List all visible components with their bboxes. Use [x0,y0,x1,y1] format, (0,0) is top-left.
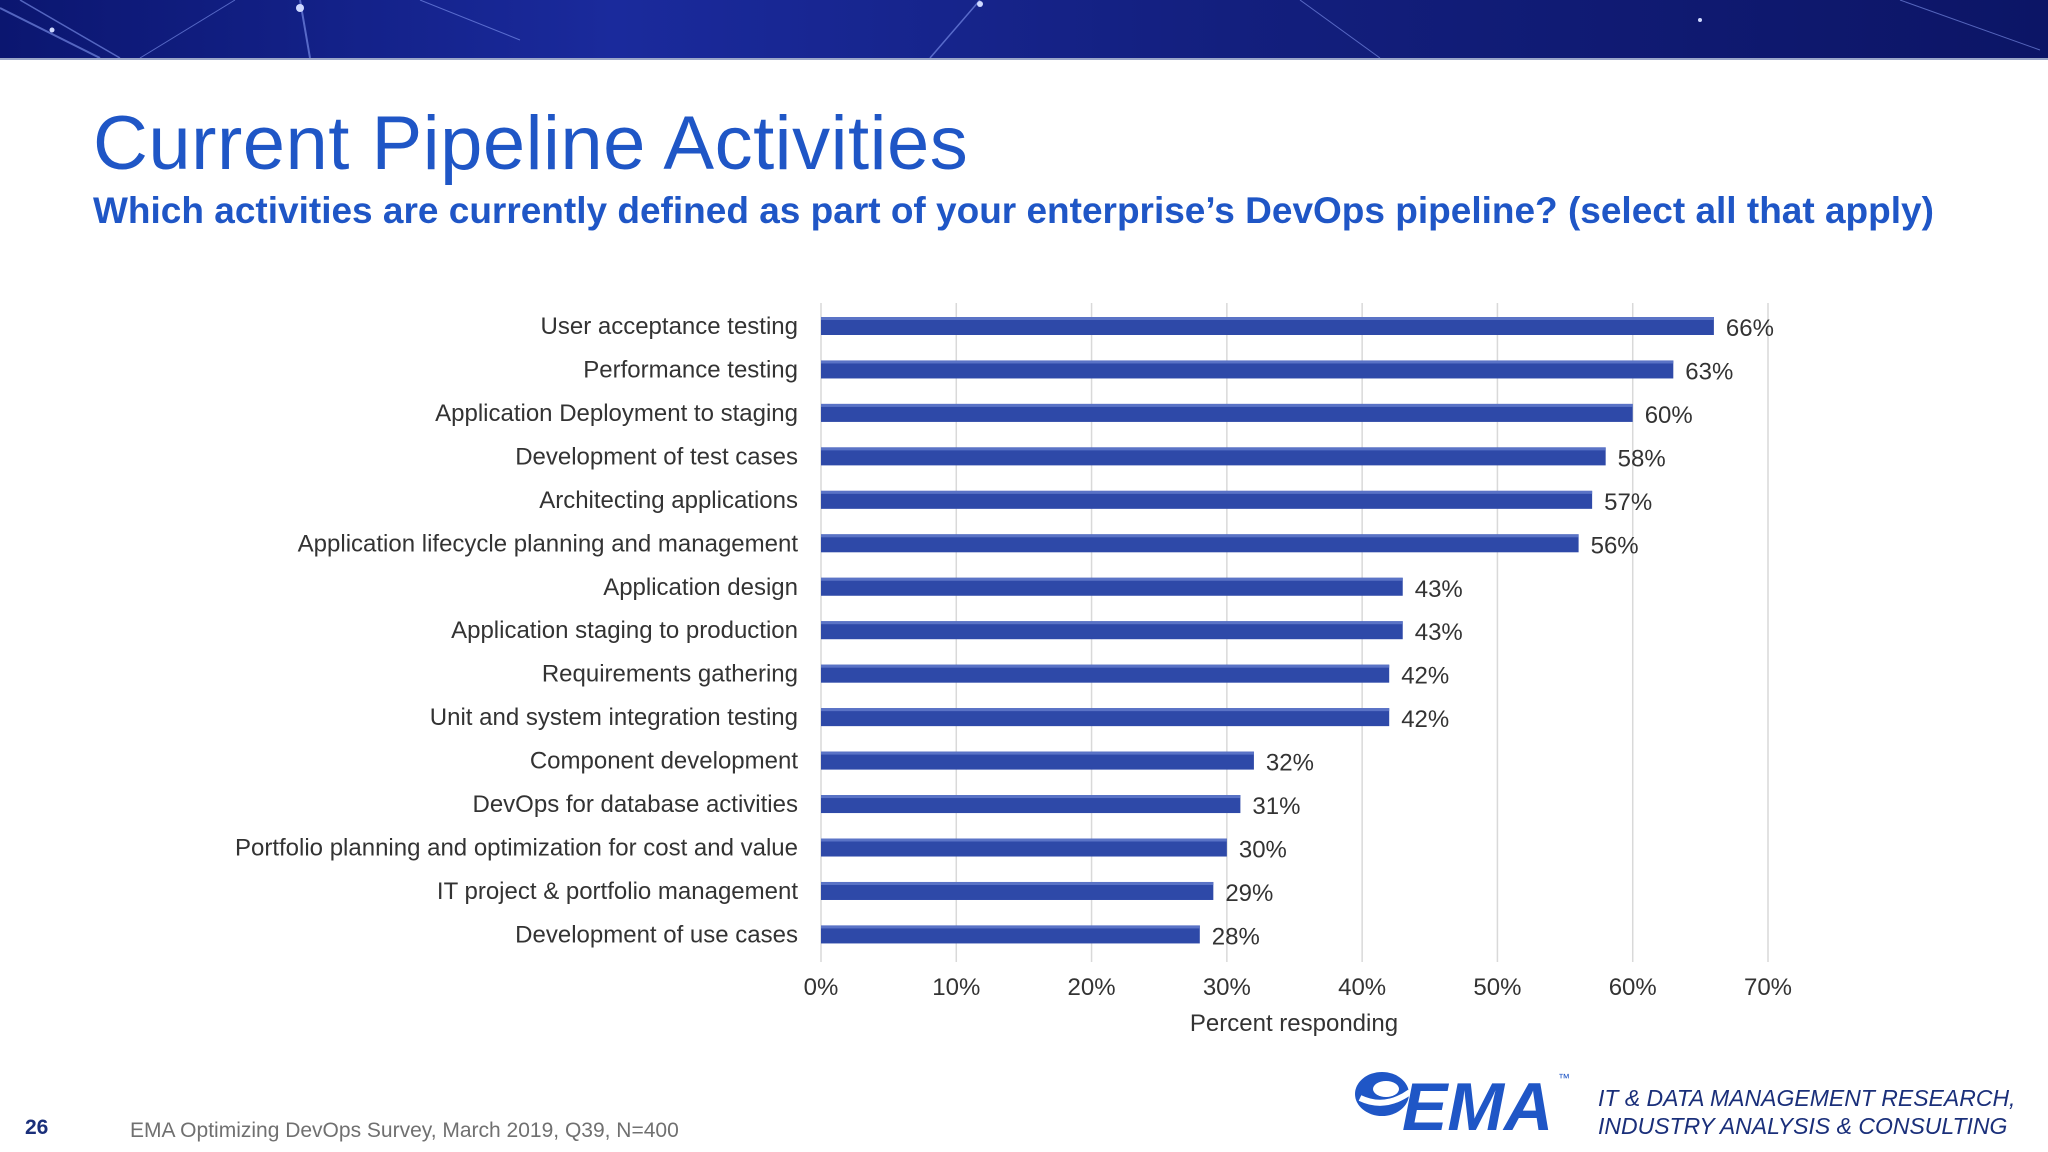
x-tick-label: 0% [804,974,839,1001]
data-label: 43% [1415,576,1463,603]
category-label: Application Deployment to staging [435,400,798,427]
category-label: Development of test cases [515,443,798,470]
data-label: 43% [1415,619,1463,646]
x-tick-label: 60% [1609,974,1657,1001]
source-note: EMA Optimizing DevOps Survey, March 2019… [130,1119,679,1142]
bar-highlight [821,490,1593,494]
bar [821,490,1593,509]
bar [821,447,1606,466]
bar [821,751,1254,770]
x-tick-label: 30% [1203,974,1251,1001]
bar [821,708,1390,727]
data-label: 60% [1645,402,1693,429]
bar [821,577,1403,596]
data-label: 31% [1252,793,1300,820]
bar-highlight [821,795,1241,799]
network-graphic [0,0,2041,58]
category-label: Architecting applications [539,487,798,514]
bar-highlight [821,621,1403,625]
category-label: Development of use cases [515,921,798,948]
bar-highlight [821,708,1390,712]
data-label: 28% [1212,923,1260,950]
bar [821,664,1390,683]
bar [821,881,1214,900]
bar-chart: 0% 10% 20% 30% 40% 50% 60% 70% User acceptance t… [235,303,1792,1037]
bar-highlight [821,447,1606,451]
bar-highlight [821,534,1579,538]
data-label: 30% [1239,837,1287,864]
category-label: User acceptance testing [541,313,798,340]
page-number: 26 [25,1116,49,1139]
bar [821,621,1403,640]
bar [821,317,1714,335]
bar-highlight [821,403,1633,407]
category-label: Application design [603,574,798,601]
trademark-symbol: ™ [1558,1071,1570,1085]
data-label: 58% [1618,445,1666,472]
tagline-line-2: INDUSTRY ANALYSIS & CONSULTING [1598,1113,2008,1139]
banner-divider [0,58,2048,60]
category-label: Unit and system integration testing [430,704,798,731]
x-tick-label: 10% [932,974,980,1001]
data-label: 42% [1401,706,1449,733]
x-axis-title: Percent responding [1190,1010,1398,1037]
bar-highlight [821,577,1403,581]
category-label: Application staging to production [451,617,798,644]
category-label: Component development [530,748,799,775]
ema-logo-text: EMA [1402,1069,1553,1138]
bar-highlight [821,751,1254,755]
category-label: DevOps for database activities [473,791,799,818]
ema-logo: EMA ™ [1355,1069,1570,1138]
page-title: Current Pipeline Activities [93,101,969,186]
bar-highlight [821,360,1674,364]
data-label: 63% [1685,358,1733,385]
bar [821,403,1633,422]
bar [821,795,1241,814]
category-label: Application lifecycle planning and manag… [298,530,799,557]
bar [821,534,1579,553]
bar-highlight [821,881,1214,885]
data-label: 57% [1604,489,1652,516]
bar [821,925,1200,944]
x-tick-label: 40% [1338,974,1386,1001]
bar [821,360,1674,379]
bar [821,838,1227,857]
bar-highlight [821,838,1227,842]
x-tick-label: 70% [1744,974,1792,1001]
bar-highlight [821,925,1200,929]
data-label: 32% [1266,750,1314,777]
category-label: IT project & portfolio management [437,878,798,905]
data-label: 66% [1726,315,1774,342]
bar-highlight [821,317,1714,320]
page-subtitle: Which activities are currently defined a… [93,190,1934,231]
header-banner [0,0,2048,58]
category-label: Portfolio planning and optimization for … [235,835,798,862]
x-tick-label: 50% [1473,974,1521,1001]
category-label: Requirements gathering [542,661,798,688]
data-label: 56% [1591,532,1639,559]
chart-bars [821,317,1714,944]
tagline-line-1: IT & DATA MANAGEMENT RESEARCH, [1598,1085,2016,1111]
data-label: 29% [1225,880,1273,907]
category-label: Performance testing [583,356,798,383]
company-tagline: IT & DATA MANAGEMENT RESEARCH, INDUSTRY … [1598,1084,2015,1140]
x-tick-label: 20% [1068,974,1116,1001]
chart-labels: 0% 10% 20% 30% 40% 50% 60% 70% User acceptance t… [235,313,1792,1001]
data-label: 42% [1401,663,1449,690]
bar-highlight [821,664,1390,668]
